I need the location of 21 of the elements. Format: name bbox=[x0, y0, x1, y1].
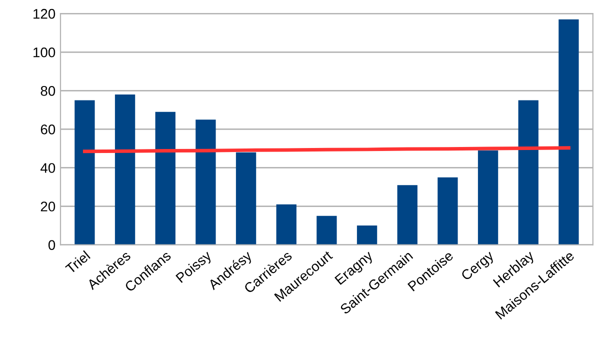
y-tick-label: 0 bbox=[48, 240, 56, 250]
y-tick-label: 20 bbox=[40, 202, 56, 212]
bar bbox=[397, 185, 418, 245]
y-tick-label: 40 bbox=[40, 163, 56, 173]
y-tick-label: 80 bbox=[40, 86, 56, 96]
bar bbox=[196, 120, 216, 245]
bar bbox=[155, 112, 176, 245]
x-tick-label: Triel bbox=[64, 250, 91, 274]
bar bbox=[518, 100, 538, 245]
bar bbox=[438, 177, 458, 245]
bar bbox=[276, 204, 296, 245]
bar bbox=[236, 152, 256, 245]
y-tick-label: 60 bbox=[40, 124, 56, 134]
bar bbox=[356, 226, 378, 245]
bar bbox=[478, 150, 498, 245]
bar bbox=[316, 216, 337, 245]
y-tick-label: 120 bbox=[34, 8, 56, 19]
bar bbox=[114, 94, 136, 245]
bar bbox=[74, 100, 95, 245]
bar bbox=[558, 19, 579, 245]
y-tick-label: 100 bbox=[34, 47, 56, 58]
